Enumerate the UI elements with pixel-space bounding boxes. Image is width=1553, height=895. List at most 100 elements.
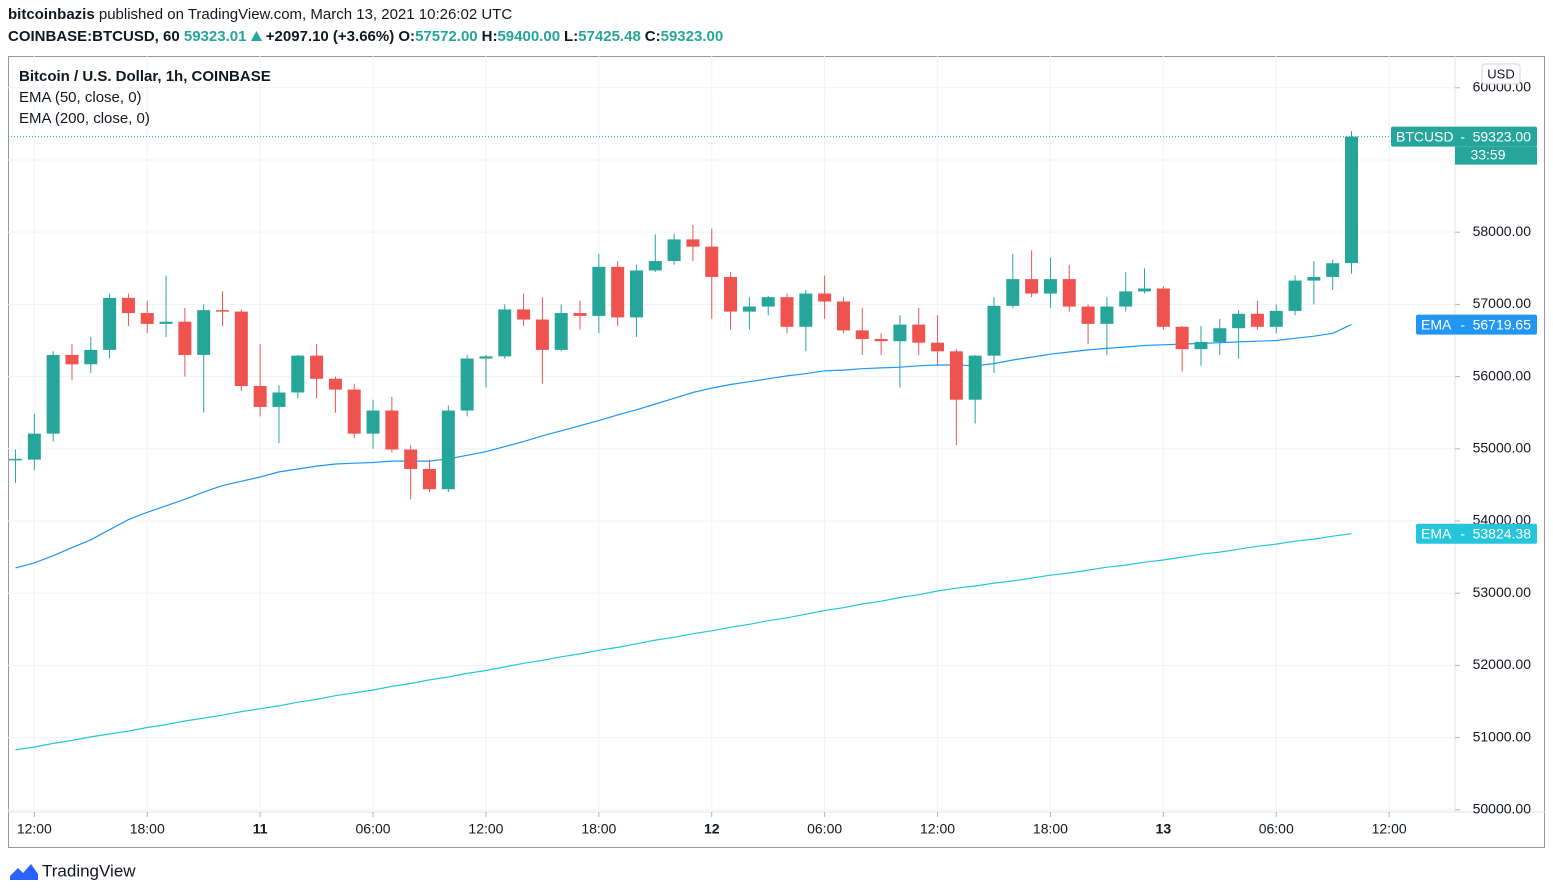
candle-body	[592, 266, 606, 316]
ohlc-label: O:	[398, 28, 416, 45]
candle-body	[159, 321, 173, 324]
candle-body	[216, 310, 230, 312]
chart-title: Bitcoin / U.S. Dollar, 1h, COINBASE	[19, 68, 271, 85]
author: bitcoinbazis	[8, 6, 95, 23]
ohlc-label: C:	[644, 28, 661, 45]
candle-body	[987, 305, 1001, 356]
candle-body	[949, 351, 963, 400]
chart-frame	[8, 56, 1545, 848]
price-label-value: 59323.00	[1473, 128, 1532, 144]
candle-body	[1269, 310, 1283, 327]
candle-body	[366, 410, 380, 434]
up-arrow	[250, 31, 262, 41]
candle-body	[1232, 313, 1246, 329]
candle-body	[103, 297, 117, 350]
y-tick-label: 53000.00	[1473, 584, 1532, 600]
candle-body	[573, 313, 587, 316]
candle-body	[65, 354, 79, 365]
candle-body	[535, 319, 549, 350]
x-tick-label: 12:00	[920, 821, 955, 837]
candle-body	[893, 324, 907, 342]
candle-body	[1043, 279, 1057, 294]
axes: 50000.0051000.0052000.0053000.0054000.00…	[17, 78, 1537, 837]
price-label-value: 53824.38	[1473, 525, 1532, 541]
x-tick-label: 12	[704, 821, 720, 837]
candle-body	[855, 330, 869, 340]
x-tick-label: 06:00	[1259, 821, 1294, 837]
candle-body	[611, 266, 625, 318]
quote-line: COINBASE:BTCUSD, 60 59323.01 +2097.10 (+…	[8, 28, 727, 45]
ohlc-value: 57572.00	[415, 28, 478, 45]
candle-body	[140, 313, 154, 324]
candle-body	[724, 276, 738, 312]
price-label-separator: -	[1460, 128, 1465, 144]
ohlc-value: 57425.48	[578, 28, 641, 45]
ohlc-label: L:	[564, 28, 579, 45]
candle-body	[1213, 328, 1227, 342]
currency-box	[1481, 63, 1521, 85]
plot	[8, 131, 1455, 751]
candle-body	[686, 239, 700, 247]
countdown-box	[1455, 146, 1537, 165]
brand: TradingView	[42, 861, 136, 880]
change: +2097.10 (+3.66%)	[265, 28, 395, 45]
candle-body	[761, 297, 775, 307]
price-label-name: BTCUSD	[1396, 128, 1454, 144]
price-label-box	[1391, 126, 1537, 147]
y-tick-label: 52000.00	[1473, 656, 1532, 672]
y-tick-label: 55000.00	[1473, 440, 1532, 456]
candle-body	[1307, 276, 1321, 281]
x-tick-label: 12:00	[17, 821, 52, 837]
symbol: COINBASE:BTCUSD, 60	[8, 28, 180, 45]
ohlc-value: 59323.00	[660, 28, 724, 45]
price-label-box	[1416, 523, 1537, 544]
x-tick-label: 18:00	[1033, 821, 1068, 837]
candle-body	[27, 433, 41, 460]
candle-body	[1062, 279, 1076, 307]
candle-body	[818, 293, 832, 302]
candle-body	[554, 313, 568, 350]
candle-body	[272, 392, 286, 407]
candle-body	[1288, 280, 1302, 311]
candle-body	[178, 321, 192, 355]
candle-body	[1138, 288, 1152, 292]
publish-line: bitcoinbazis published on TradingView.co…	[8, 6, 512, 23]
candle-body	[912, 324, 926, 343]
price-label-box	[1416, 314, 1537, 335]
candle-body	[705, 246, 719, 277]
x-tick-label: 18:00	[130, 821, 165, 837]
candle-body	[1156, 288, 1170, 327]
ohlc-value: 59400.00	[497, 28, 561, 45]
price-label-name: EMA	[1421, 316, 1452, 332]
candle-body	[84, 349, 98, 365]
published: published on TradingView.com, March 13, …	[98, 6, 513, 23]
price-label-separator: -	[1460, 525, 1465, 541]
candle-body	[291, 355, 305, 393]
x-tick-label: 13	[1156, 821, 1172, 837]
y-tick-label: 57000.00	[1473, 295, 1532, 311]
candle-body	[667, 239, 681, 262]
price-label-value: 56719.65	[1473, 316, 1532, 332]
y-tick-label: 51000.00	[1473, 728, 1532, 744]
y-tick-label: 58000.00	[1473, 223, 1532, 239]
legend-entry: EMA (50, close, 0)	[19, 89, 142, 106]
candle-body	[328, 378, 342, 390]
candle-body	[1345, 136, 1359, 264]
candle-body	[121, 297, 135, 314]
currency: USD	[1487, 66, 1514, 81]
candle-body	[1025, 279, 1039, 294]
candle-body	[1194, 341, 1208, 350]
candle-body	[799, 293, 813, 327]
ema-line	[15, 324, 1352, 569]
candle-body	[836, 301, 850, 331]
candle-body	[310, 355, 324, 379]
candle-body	[1081, 306, 1095, 324]
candle-body	[197, 310, 211, 355]
x-tick-label: 06:00	[807, 821, 842, 837]
ohlc: O:57572.00 H:59400.00 L:57425.48 C:59323.00	[398, 28, 727, 45]
x-tick-label: 12:00	[1372, 821, 1407, 837]
candle-body	[441, 410, 455, 490]
grid	[8, 56, 1455, 812]
